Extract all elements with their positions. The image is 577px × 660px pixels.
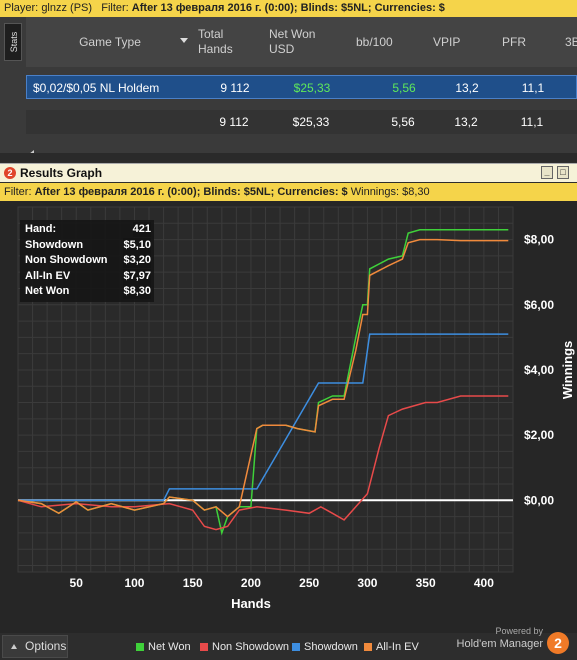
legend-item[interactable]: Showdown	[292, 640, 358, 654]
x-axis-title: Hands	[231, 596, 271, 611]
legend-label: Non Showdown	[212, 641, 290, 653]
stats-tab[interactable]: Stats	[4, 23, 22, 61]
total-vpip: 13,2	[454, 115, 478, 129]
y-axis-title: Winnings	[560, 341, 575, 399]
legend-swatch	[364, 643, 372, 651]
graph-filter-label: Filter:	[4, 186, 32, 198]
legend-label: Showdown	[304, 641, 358, 653]
holdem-manager-logo: 2	[547, 632, 569, 654]
powered-by-label: Powered by Hold'em Manager	[456, 626, 543, 650]
info-row: Net Won $8,30	[25, 284, 151, 299]
legend-item[interactable]: Net Won	[136, 640, 191, 654]
x-tick-label: 150	[183, 576, 203, 590]
info-label: Showdown	[25, 238, 84, 251]
x-tick-label: 200	[241, 576, 261, 590]
hover-info-box: Hand: 421 Showdown $5,10 Non Showdown $3,20 Al…	[20, 220, 154, 302]
x-tick-label: 250	[299, 576, 319, 590]
legend-label: All-In EV	[376, 641, 419, 653]
cell-net-won: $25,33	[293, 81, 331, 95]
player-label: Player:	[4, 2, 39, 14]
column-header-bb100[interactable]: bb/100	[356, 34, 393, 49]
info-row: Non Showdown $3,20	[25, 253, 151, 268]
window-title: Results Graph	[20, 166, 103, 180]
column-header-pfr[interactable]: PFR	[502, 34, 526, 49]
cell-vpip: 13,2	[455, 81, 479, 95]
info-row: Hand: 421	[25, 222, 151, 237]
stats-panel: Stats Game Type Total Hands Net Won USD …	[0, 17, 577, 160]
player-name: glnzz (PS)	[41, 2, 93, 14]
legend-label: Net Won	[148, 641, 191, 653]
x-tick-label: 350	[416, 576, 436, 590]
total-pfr: 11,1	[520, 115, 544, 129]
toolbar-strip	[0, 153, 577, 162]
info-value: $5,10	[123, 237, 151, 253]
series-line-all-in-ev	[17, 238, 509, 518]
total-net-won: $25,33	[292, 115, 330, 129]
options-triangle-icon	[11, 644, 17, 649]
maximize-icon[interactable]: □	[557, 166, 569, 179]
x-tick-label: 50	[70, 576, 84, 590]
chart-footer: Options Net Won Non Showdown Showdown All-I…	[0, 626, 577, 660]
cell-bb100: 5,56	[392, 81, 416, 95]
total-bb100: 5,56	[391, 115, 415, 129]
info-label: All-In EV	[25, 269, 71, 282]
filter-text: After 13 февраля 2016 г. (0:00); Blinds:…	[131, 2, 445, 14]
y-tick-label: $6,00	[524, 298, 554, 312]
column-header-net-won[interactable]: Net Won USD	[269, 27, 316, 56]
legend-swatch	[200, 643, 208, 651]
stats-grid-header: Game Type Total Hands Net Won USD bb/100…	[26, 17, 577, 67]
cell-pfr: 11,1	[521, 81, 545, 95]
table-row[interactable]: $0,02/$0,05 NL Holdem 9 112 $25,33 5,56 …	[26, 75, 577, 99]
info-label: Net Won	[25, 285, 70, 297]
y-tick-label: $2,00	[524, 428, 554, 442]
info-row: Showdown $5,10	[25, 237, 151, 253]
x-tick-label: 300	[357, 576, 377, 590]
cell-game-type: $0,02/$0,05 NL Holdem	[33, 81, 160, 95]
legend-item[interactable]: Non Showdown	[200, 640, 289, 654]
info-value: 421	[132, 222, 151, 237]
series-line-non-showdown	[17, 395, 509, 531]
series-line-showdown	[18, 333, 509, 502]
table-totals-row: 9 112 $25,33 5,56 13,2 11,1	[26, 110, 577, 134]
top-filter-bar: Player: glnzz (PS) Filter: After 13 февр…	[0, 0, 577, 17]
info-label: Non Showdown	[25, 254, 108, 266]
legend-swatch	[136, 643, 144, 651]
column-header-3b[interactable]: 3B	[565, 34, 577, 49]
minimize-icon[interactable]: _	[541, 166, 553, 179]
info-label: Hand:	[25, 223, 57, 235]
graph-filter-bar: Filter: After 13 февраля 2016 г. (0:00);…	[0, 183, 577, 201]
results-chart: 50 100 150 200 250 300 350 400 $0,00 $2,00 $4,00 $6…	[0, 201, 577, 633]
info-row: All-In EV $7,97	[25, 268, 151, 284]
legend-swatch	[292, 643, 300, 651]
sort-dropdown-icon[interactable]	[180, 38, 188, 43]
graph-filter-text: After 13 февраля 2016 г. (0:00); Blinds:…	[34, 186, 348, 198]
results-graph-titlebar: 2 Results Graph _ □	[0, 163, 577, 182]
cell-total-hands: 9 112	[220, 81, 250, 95]
x-tick-label: 400	[474, 576, 494, 590]
options-button[interactable]: Options	[2, 635, 68, 658]
legend-item[interactable]: All-In EV	[364, 640, 419, 654]
info-value: $8,30	[123, 284, 151, 299]
y-tick-label: $4,00	[524, 363, 554, 377]
info-value: $3,20	[123, 253, 151, 268]
graph-winnings: Winnings: $8,30	[350, 186, 430, 198]
column-header-vpip[interactable]: VPIP	[433, 34, 461, 49]
filter-label: Filter:	[101, 2, 129, 14]
column-header-game-type[interactable]: Game Type	[26, 17, 194, 67]
total-hands: 9 112	[219, 115, 249, 129]
info-value: $7,97	[123, 268, 151, 284]
x-tick-label: 100	[124, 576, 144, 590]
hm-logo-icon: 2	[4, 167, 16, 179]
y-tick-label: $8,00	[524, 233, 554, 247]
y-tick-label: $0,00	[524, 493, 554, 507]
column-header-total-hands[interactable]: Total Hands	[198, 27, 233, 56]
